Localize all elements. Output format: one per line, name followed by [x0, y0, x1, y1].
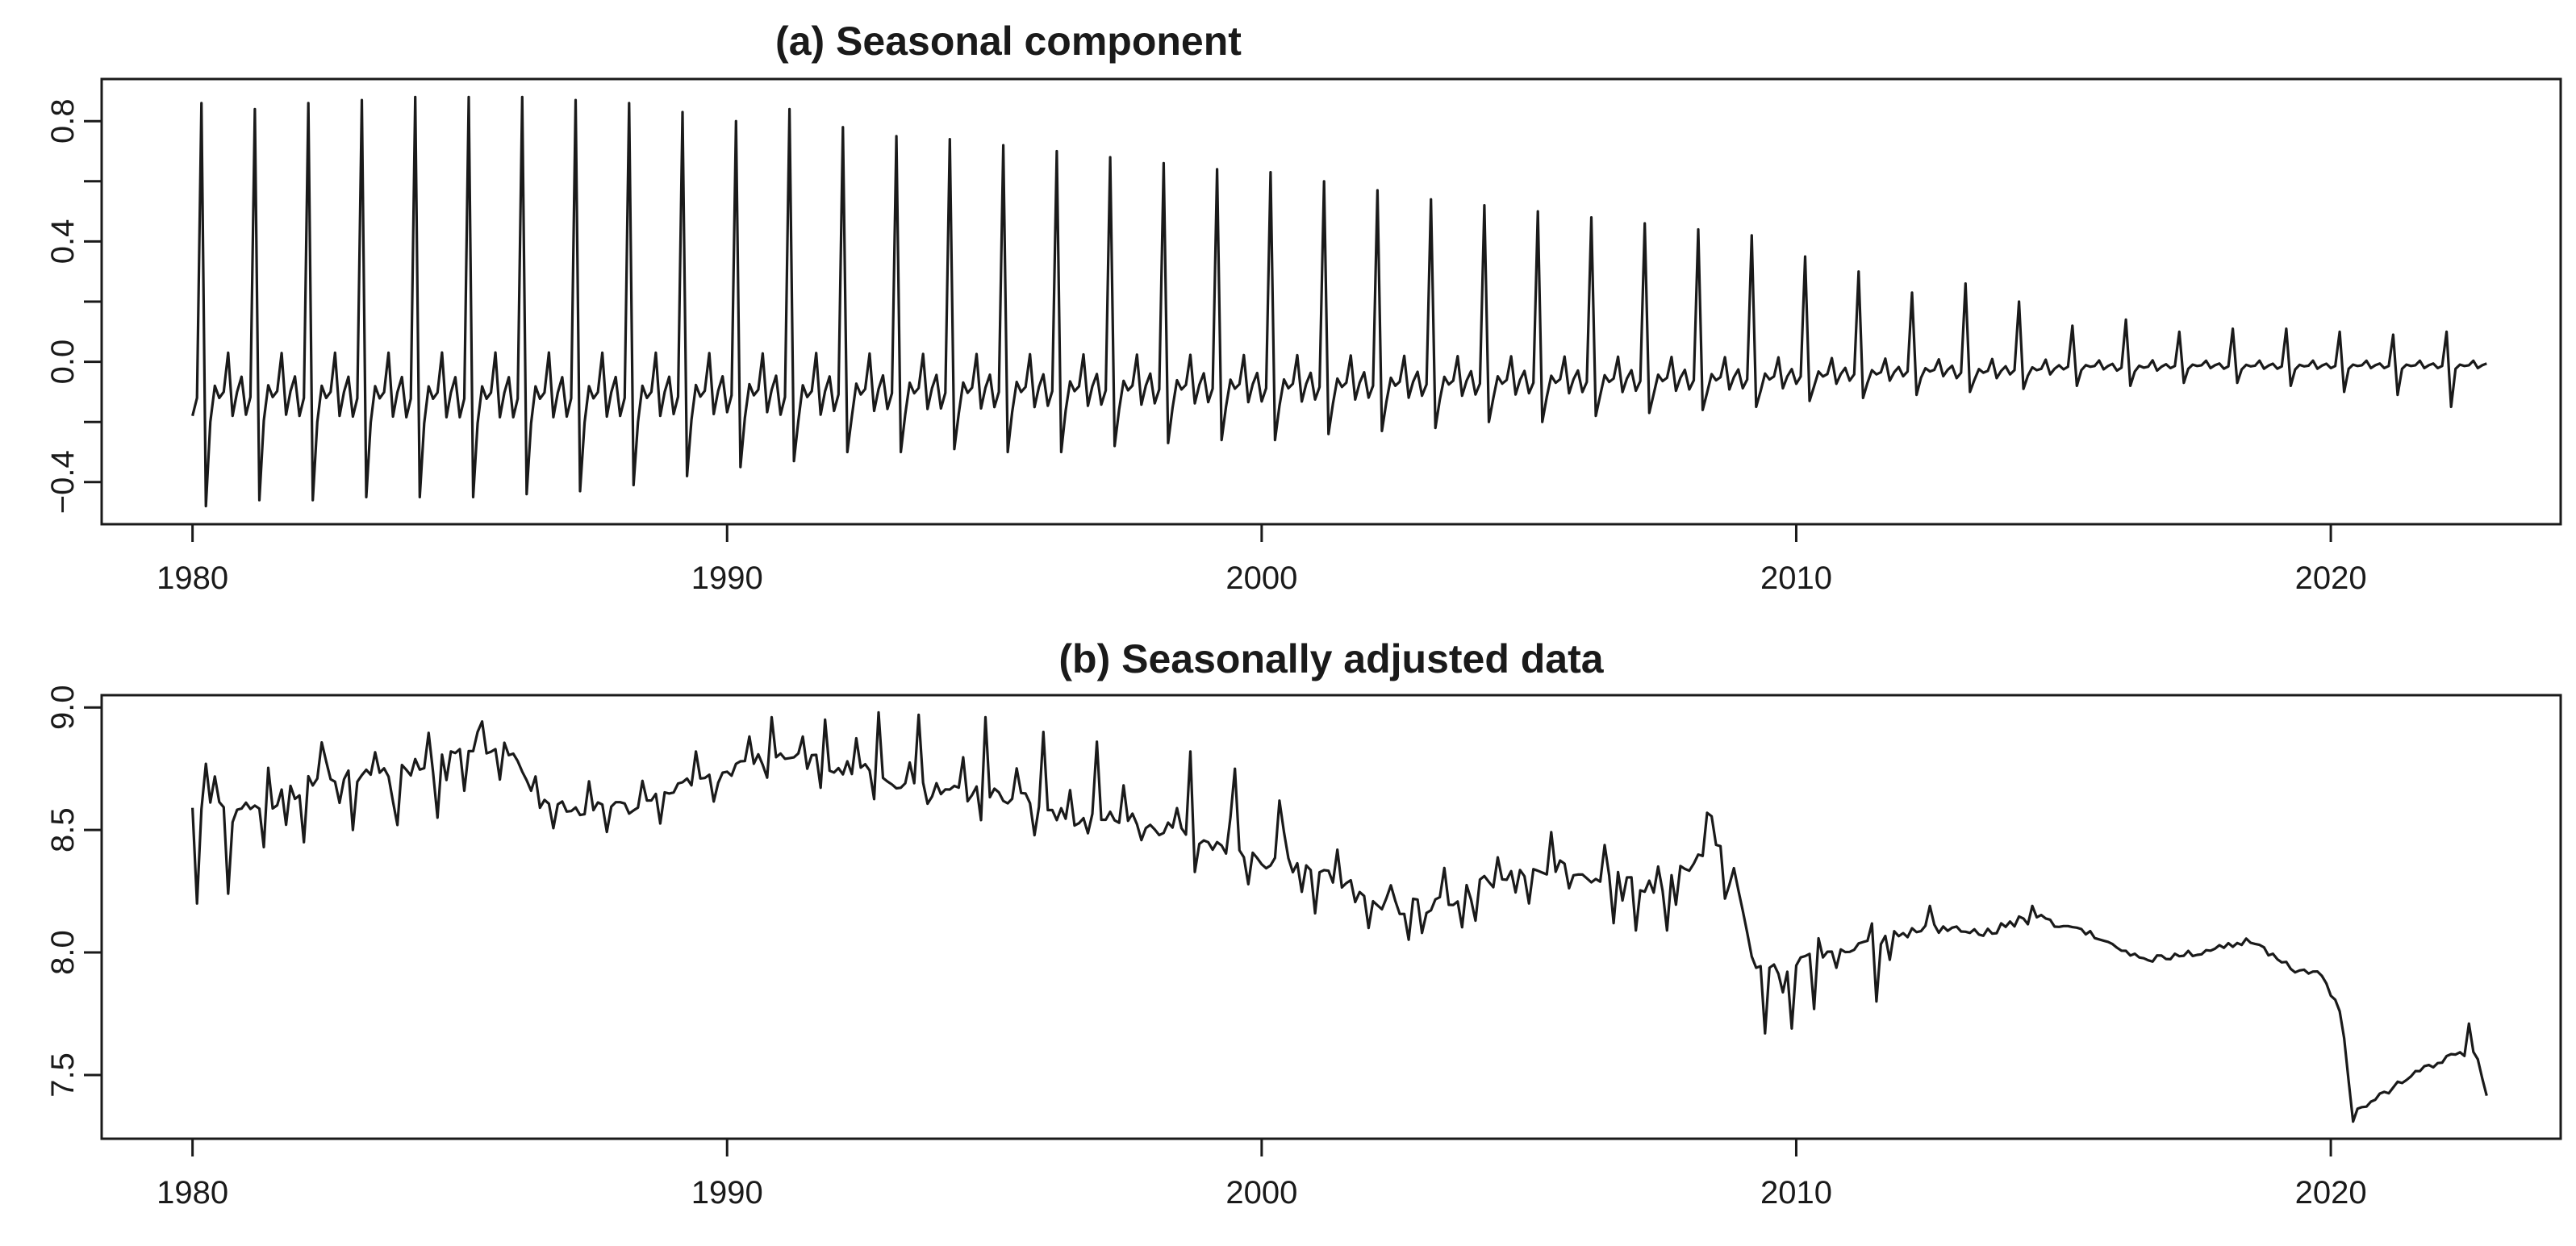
panel-b-x-axis: 1980 1990 2000 2010 2020: [157, 1139, 2367, 1211]
panel-b-y-tick-label: 7.5: [45, 1052, 81, 1098]
panel-b-title: (b) Seasonally adjusted data: [1058, 636, 1604, 681]
panel-b: (b) Seasonally adjusted data 1980 1990 200…: [45, 636, 2562, 1211]
panel-a-y-axis: −0.4 0.0 0.4 0.8: [45, 98, 102, 514]
panel-a-y-tick-label: 0.8: [45, 98, 81, 144]
panel-b-x-tick-label: 2010: [1760, 1175, 1832, 1211]
panel-a-x-tick-label: 1980: [157, 560, 228, 596]
panel-b-y-tick-label: 8.0: [45, 930, 81, 975]
panel-a-y-tick-label: 0.0: [45, 340, 81, 385]
panel-a-x-tick-label: 1990: [691, 560, 763, 596]
panel-a-x-tick-label: 2020: [2295, 560, 2367, 596]
panel-b-x-tick-label: 1990: [691, 1175, 763, 1211]
panel-b-y-tick-label: 9.0: [45, 685, 81, 730]
panel-a-seasonal-line: [191, 95, 2487, 508]
panel-b-y-axis: 7.5 8.0 8.5 9.0: [45, 685, 102, 1098]
panel-a-y-tick-label: 0.4: [45, 219, 81, 265]
panel-b-x-tick-label: 1980: [157, 1175, 228, 1211]
panel-b-adjusted-line: [191, 711, 2488, 1123]
panel-b-y-tick-label: 8.5: [45, 807, 81, 852]
panel-a-title: (a) Seasonal component: [775, 19, 1242, 64]
panel-b-plot-frame: [100, 694, 2562, 1140]
panel-b-x-tick-label: 2000: [1225, 1175, 1297, 1211]
panel-a-x-tick-label: 2000: [1225, 560, 1297, 596]
panel-a: (a) Seasonal component 1980 1990 2000 2010 2…: [45, 19, 2562, 596]
panel-b-x-tick-label: 2020: [2295, 1175, 2367, 1211]
panel-a-x-axis: 1980 1990 2000 2010 2020: [157, 524, 2367, 596]
panel-a-y-tick-label: −0.4: [45, 450, 81, 514]
panel-a-x-tick-label: 2010: [1760, 560, 1832, 596]
